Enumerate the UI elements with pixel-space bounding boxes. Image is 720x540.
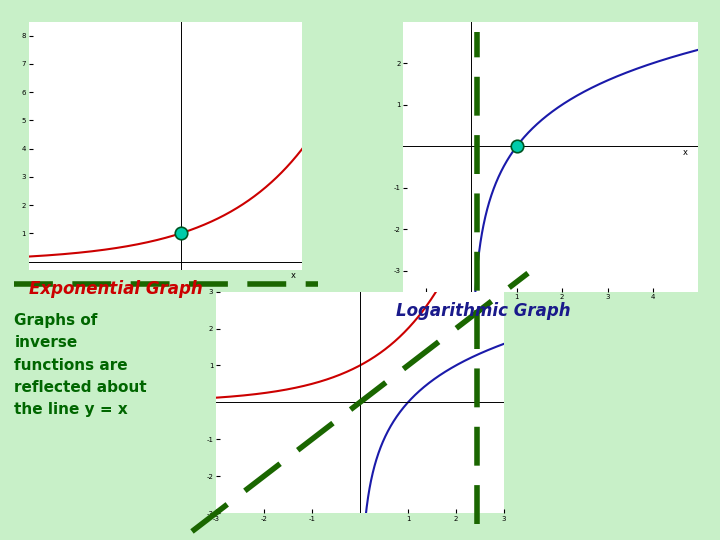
Text: Graphs of
inverse
functions are
reflected about
the line y = x: Graphs of inverse functions are reflecte… [14,313,147,417]
Text: x: x [291,272,296,280]
Text: x: x [683,148,688,157]
Text: Exponential Graph: Exponential Graph [29,280,202,298]
Text: Logarithmic Graph: Logarithmic Graph [396,302,571,320]
